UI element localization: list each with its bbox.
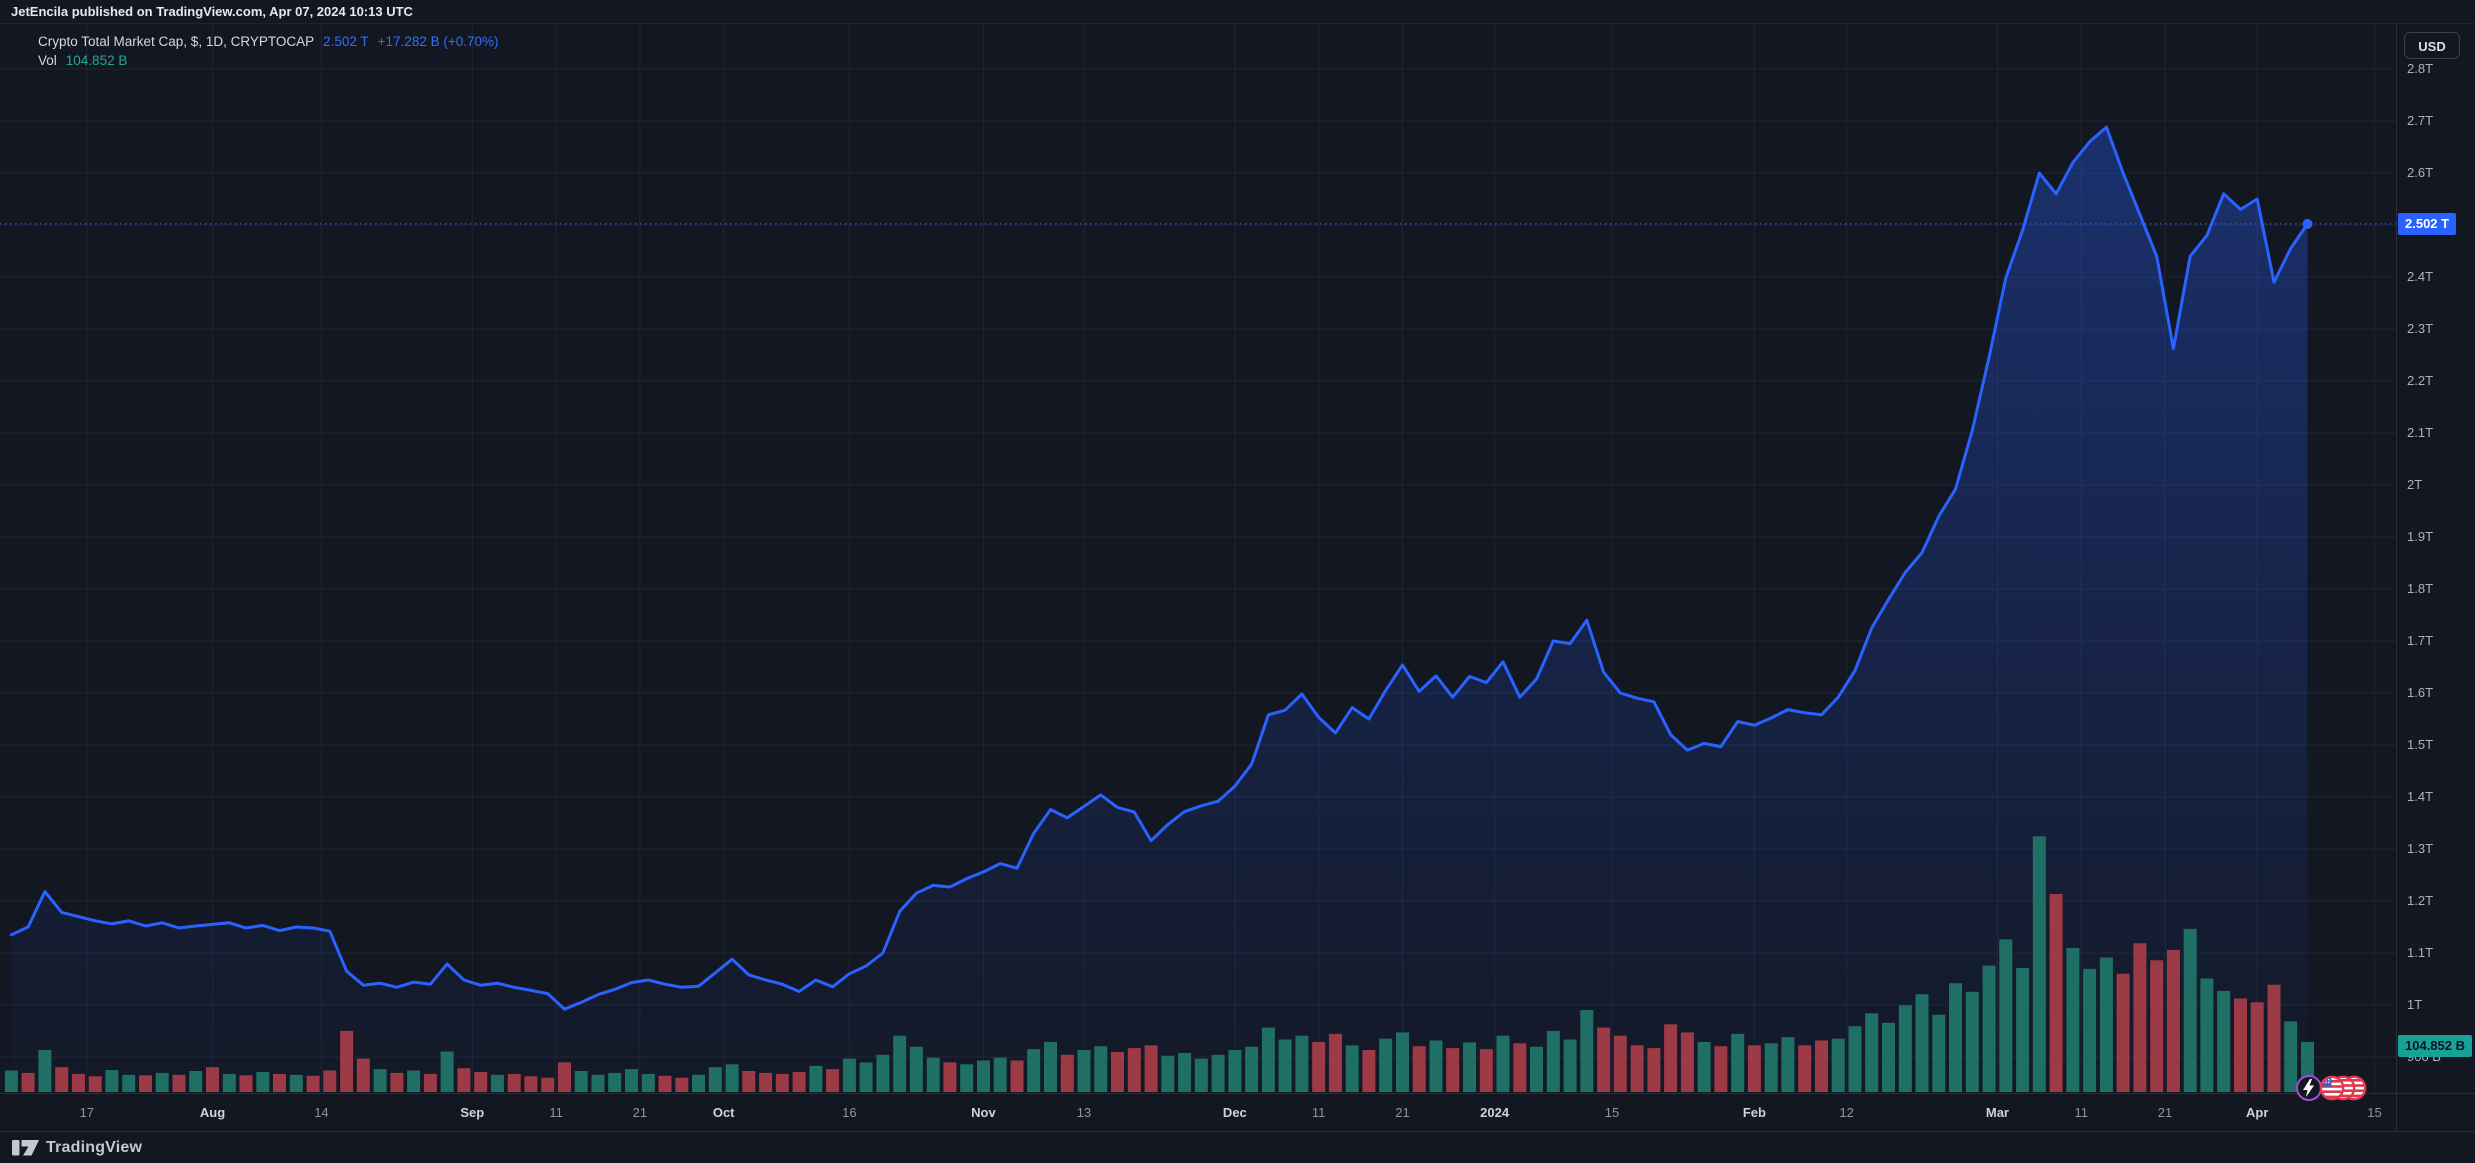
time-scale-label: 11 <box>1311 1105 1326 1120</box>
price-scale-label: 2.3T <box>2407 320 2434 336</box>
price-scale-label: 2.6T <box>2407 164 2434 180</box>
tradingview-logo-icon <box>12 1140 39 1156</box>
time-scale-label: 21 <box>2157 1105 2173 1120</box>
price-scale-label: 1.8T <box>2407 580 2434 596</box>
price-scale-label: 1T <box>2407 997 2423 1012</box>
time-scale-label: 16 <box>842 1105 857 1120</box>
time-scale-label: Oct <box>712 1105 735 1120</box>
time-scale-label: 14 <box>314 1105 329 1120</box>
price-scale-label: 1.4T <box>2407 788 2434 804</box>
time-scale-label: Feb <box>1742 1105 1766 1120</box>
last-price-value: 2.502 T <box>323 34 369 49</box>
price-change-value: +17.282 B (+0.70%) <box>377 34 499 49</box>
time-scale-label: 13 <box>1076 1105 1092 1120</box>
time-scale[interactable]: 17 Aug 14 Sep 11 21 Oct 16 Nov 13 Dec 11 21 2024 15 Feb… <box>0 1093 2396 1132</box>
price-scale-label: 2.8T <box>2407 60 2434 76</box>
us-economic-events-flags-icon[interactable] <box>2318 1074 2370 1107</box>
price-scale-label: 2.4T <box>2407 268 2434 284</box>
price-scale-label: 1.7T <box>2407 632 2434 648</box>
time-scale-label: 2024 <box>1480 1105 1510 1120</box>
price-scale-label: 1.2T <box>2407 892 2434 908</box>
price-scale-label: 2.7T <box>2407 112 2434 128</box>
footer-bar: TradingView <box>0 1131 2475 1163</box>
time-scale-label: 15 <box>1604 1105 1620 1120</box>
price-scale-label: 1.3T <box>2407 840 2434 856</box>
time-scale-label: Aug <box>199 1105 226 1120</box>
time-scale-label: 12 <box>1839 1105 1854 1120</box>
price-scale-separator <box>2396 24 2397 1131</box>
scale-corner <box>2397 1093 2475 1132</box>
volume-badge: 104.852 B <box>2398 1035 2472 1057</box>
currency-toggle-button[interactable]: USD <box>2404 32 2460 59</box>
tradingview-logo-text: TradingView <box>46 1139 143 1156</box>
price-scale-label: 2.1T <box>2407 424 2434 440</box>
time-scale-label: Nov <box>971 1105 996 1120</box>
time-scale-label: Sep <box>460 1105 485 1120</box>
time-scale-label: 11 <box>549 1105 563 1120</box>
time-scale-label: 15 <box>2367 1105 2382 1120</box>
price-scale-label: 1.1T <box>2407 945 2434 960</box>
time-scale-label: 17 <box>79 1105 95 1120</box>
publish-text: JetEncila published on TradingView.com, … <box>11 4 413 19</box>
time-scale-label: 11 <box>2074 1105 2088 1120</box>
last-price-badge: 2.502 T <box>2398 212 2457 235</box>
price-scale-label: 1.6T <box>2407 684 2434 700</box>
symbol-legend[interactable]: Crypto Total Market Cap, $, 1D, CRYPTOCA… <box>38 32 499 70</box>
volume-label: Vol <box>38 53 57 68</box>
price-scale-label: 2T <box>2407 476 2423 492</box>
time-scale-label: Dec <box>1222 1105 1247 1120</box>
symbol-title[interactable]: Crypto Total Market Cap, $, 1D, CRYPTOCA… <box>38 34 315 49</box>
volume-value: 104.852 B <box>65 53 128 68</box>
price-scale-label: 2.2T <box>2407 372 2434 388</box>
time-scale-label: Mar <box>1985 1105 2009 1120</box>
time-scale-label: 21 <box>1395 1105 1410 1120</box>
tradingview-logo[interactable]: TradingView <box>12 1139 142 1157</box>
price-scale-label: 1.5T <box>2407 736 2434 752</box>
time-scale-label: Apr <box>2246 1105 2269 1120</box>
publish-bar: JetEncila published on TradingView.com, … <box>0 0 2475 24</box>
price-scale-label: 1.9T <box>2407 528 2434 544</box>
time-scale-label: 21 <box>632 1105 648 1120</box>
